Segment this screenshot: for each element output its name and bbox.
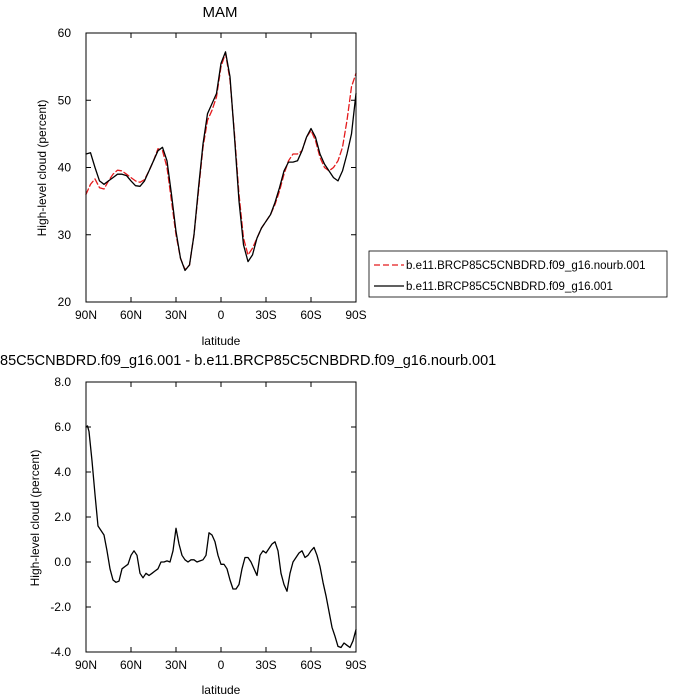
top-y-tick-label: 50 (58, 93, 72, 107)
top-series-line-1 (85, 51, 357, 272)
legend: b.e11.BRCP85C5CNBDRD.f09_g16.nourb.001 b… (368, 250, 668, 298)
bottom-y-tick-label: -4.0 (50, 645, 71, 659)
bottom-y-tick-label: 4.0 (54, 465, 71, 479)
bottom-chart-x-axis-label: latitude (202, 683, 241, 697)
bottom-chart-panel: 85C5CNBDRD.f09_g16.001 - b.e11.BRCP85C5C… (0, 353, 496, 697)
bottom-y-tick-label: 2.0 (54, 510, 71, 524)
bottom-chart-ticks: 90N 60N 30N 0 30S 60S 90S -4.0 -2.0 0.0 2.0 4.0 6.0 8… (50, 375, 366, 672)
bottom-y-tick-label: -2.0 (50, 600, 71, 614)
bottom-chart-y-axis-label: High-level cloud (percent) (28, 450, 42, 587)
bottom-x-tick-label: 60N (120, 658, 142, 672)
bottom-chart-series-group (85, 425, 357, 649)
bottom-x-tick-label: 90S (345, 658, 366, 672)
top-chart-y-axis-label: High-level cloud (percent) (35, 100, 49, 237)
bottom-chart-frame (85, 381, 357, 653)
top-y-tick-label: 30 (58, 228, 72, 242)
top-x-tick-label: 60N (120, 308, 142, 322)
top-chart-series-group (85, 51, 357, 272)
top-x-tick-label: 90S (345, 308, 366, 322)
top-x-tick-label: 30S (255, 308, 276, 322)
top-series-line-0 (85, 52, 357, 271)
bottom-x-tick-label: 30S (255, 658, 276, 672)
top-x-tick-label: 30N (165, 308, 187, 322)
bottom-x-tick-label: 90N (75, 658, 97, 672)
legend-label-base: b.e11.BRCP85C5CNBDRD.f09_g16.001 (406, 281, 613, 293)
bottom-x-tick-label: 30N (165, 658, 187, 672)
top-chart-frame (85, 32, 357, 303)
legend-box (368, 250, 668, 298)
top-chart-x-axis-label: latitude (202, 334, 241, 348)
top-y-tick-label: 40 (58, 161, 72, 175)
top-chart-panel: MAM High-level cloud (percent) latitude … (35, 4, 367, 348)
bottom-x-tick-label: 0 (218, 658, 225, 672)
top-y-tick-label: 60 (58, 26, 72, 40)
top-x-tick-label: 0 (218, 308, 225, 322)
top-y-tick-label: 20 (58, 295, 72, 309)
bottom-series-line-0 (85, 425, 357, 649)
bottom-y-tick-label: 6.0 (54, 420, 71, 434)
bottom-y-tick-label: 0.0 (54, 555, 71, 569)
bottom-x-tick-label: 60S (300, 658, 321, 672)
top-chart-ticks: 90N 60N 30N 0 30S 60S 90S 20 30 40 50 60 (58, 26, 367, 322)
legend-label-nourb: b.e11.BRCP85C5CNBDRD.f09_g16.nourb.001 (406, 260, 646, 272)
top-x-tick-label: 60S (300, 308, 321, 322)
top-chart-title: MAM (203, 4, 238, 21)
bottom-y-tick-label: 8.0 (54, 375, 71, 389)
bottom-chart-title: 85C5CNBDRD.f09_g16.001 - b.e11.BRCP85C5C… (0, 353, 496, 369)
top-x-tick-label: 90N (75, 308, 97, 322)
